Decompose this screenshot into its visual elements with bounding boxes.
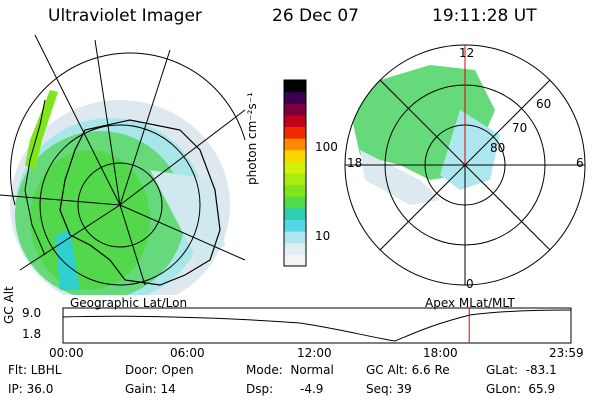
altitude-x-tick: 12:00 (297, 346, 332, 360)
mlt-radial-line (379, 79, 466, 166)
altitude-x-tick: 23:59 (549, 346, 584, 360)
colorbar-scale (284, 80, 306, 267)
meridian-line (0, 194, 121, 206)
colorbar-cell (284, 219, 306, 232)
date-label: 26 Dec 07 (272, 6, 359, 26)
colorbar-cell (284, 138, 306, 151)
aurora-cyan-patch (55, 230, 80, 290)
mlt-radial-line (464, 164, 551, 251)
colorbar-cell (284, 114, 306, 128)
altitude-axis-label: GC Alt (2, 286, 16, 324)
altitude-y-tick: 1.8 (22, 327, 42, 341)
mlt-label-left: 18 (347, 156, 363, 170)
colorbar-cell (284, 207, 306, 221)
apex-polar-plot (344, 44, 586, 286)
altitude-x-tick: 06:00 (170, 346, 205, 360)
mlt-label-top: 12 (459, 46, 475, 60)
mlt-radial-line (464, 79, 551, 166)
mlt-label-right: 6 (576, 156, 584, 170)
colorbar-cell (284, 149, 306, 162)
meridian-line (119, 204, 246, 261)
coastline-outline (24, 99, 46, 256)
mlt-label-bottom: 0 (466, 277, 474, 291)
colorbar-cell (284, 80, 306, 93)
meridian-line (119, 109, 246, 206)
colorbar-cell (284, 184, 306, 197)
meridian-line (94, 39, 121, 206)
colorbar-unit-label: photon cm⁻²s⁻¹ (245, 92, 259, 185)
gc-alt-readout: GC Alt: 6.6 Re (366, 363, 450, 377)
dsp-label: Dsp: (246, 382, 274, 396)
colorbar-cell (284, 196, 306, 209)
colorbar (283, 79, 307, 267)
colorbar-cell (284, 231, 306, 244)
colorbar-cell (284, 126, 306, 139)
ip-readout: IP: 36.0 (8, 382, 54, 396)
colorbar-frame (283, 79, 307, 267)
meridian-line (119, 204, 146, 286)
altitude-y-tick: 9.0 (22, 306, 42, 320)
mlat-label: 80 (490, 141, 506, 155)
geographic-map (0, 34, 246, 295)
glon-readout: GLon: 65.9 (486, 382, 556, 396)
door-readout: Door: Open (125, 363, 194, 377)
gain-readout: Gain: 14 (125, 382, 176, 396)
altitude-plot (62, 307, 572, 344)
colorbar-cell (284, 103, 306, 116)
app-title: Ultraviolet Imager (48, 6, 202, 26)
mlat-label: 70 (512, 121, 528, 135)
colorbar-cell (284, 254, 306, 267)
colorbar-cell (284, 242, 306, 255)
colorbar-cell (284, 91, 306, 104)
aurora-faint-patch (150, 170, 225, 265)
left-panel-caption: Geographic Lat/Lon (70, 296, 188, 310)
meridian-line (19, 204, 121, 271)
latitude-circle-mid (39, 124, 201, 286)
colorbar-cell (284, 161, 306, 174)
altitude-plot-frame (62, 307, 572, 344)
colorbar-tick-label: 10 (315, 229, 331, 243)
latitude-circle-inner (77, 162, 163, 248)
time-label: 19:11:28 UT (432, 6, 537, 26)
filter-readout: Flt: LBHL (8, 363, 62, 377)
glat-readout: GLat: -83.1 (486, 363, 557, 377)
colorbar-cell (284, 173, 306, 186)
mlat-label: 60 (536, 97, 552, 111)
altitude-curve (62, 309, 572, 342)
sequence-readout: Seq: 39 (366, 382, 412, 396)
aurora-oval-faint (360, 150, 440, 205)
meridian-line (119, 49, 171, 206)
meridian-line (34, 34, 121, 206)
colorbar-tick-label: 100 (315, 140, 338, 154)
mode-readout: Mode: Normal (246, 363, 334, 377)
mlt-radial-line (379, 164, 466, 251)
right-panel-caption: Apex MLat/MLT (425, 296, 515, 310)
altitude-x-tick: 18:00 (423, 346, 458, 360)
continent-outline (59, 119, 221, 286)
dsp-value: -4.9 (300, 382, 324, 396)
altitude-x-tick: 00:00 (49, 346, 84, 360)
